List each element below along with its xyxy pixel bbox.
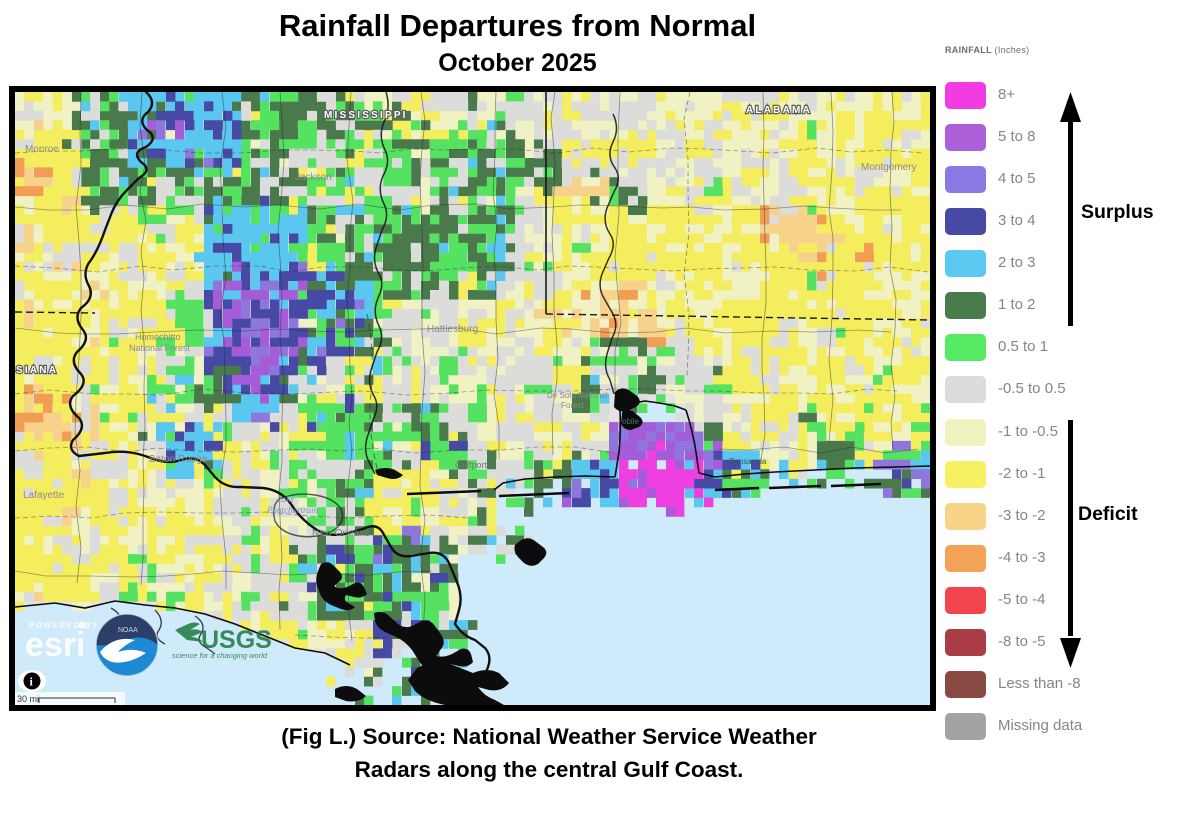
svg-text:NOAA: NOAA <box>118 627 138 634</box>
svg-text:Pontchartrain: Pontchartrain <box>266 505 318 515</box>
svg-text:Gulfport: Gulfport <box>455 460 488 470</box>
svg-text:MISSISSIPPI: MISSISSIPPI <box>324 110 408 121</box>
svg-text:Jackson: Jackson <box>295 172 332 183</box>
svg-text:Monroe: Monroe <box>25 144 59 155</box>
svg-text:ALABAMA: ALABAMA <box>746 105 812 116</box>
svg-text:POWERED BY: POWERED BY <box>29 621 99 630</box>
svg-text:USGS: USGS <box>201 626 272 654</box>
svg-text:science for a changing world: science for a changing world <box>172 651 268 660</box>
svg-text:De Soto National: De Soto National <box>547 391 608 400</box>
svg-text:30 mi: 30 mi <box>17 694 39 704</box>
svg-text:New Orleans: New Orleans <box>312 528 370 539</box>
svg-text:Forest: Forest <box>561 401 584 410</box>
svg-text:Montgomery: Montgomery <box>861 162 917 173</box>
svg-text:esri: esri <box>25 626 86 664</box>
svg-text:Pensacola: Pensacola <box>729 457 767 466</box>
svg-text:Lake: Lake <box>276 494 295 504</box>
svg-text:obile: obile <box>622 417 639 426</box>
svg-text:National Forest: National Forest <box>129 343 191 353</box>
svg-text:Hattiesburg: Hattiesburg <box>427 324 478 335</box>
svg-text:Homochitto: Homochitto <box>135 332 181 342</box>
svg-text:i: i <box>30 675 34 689</box>
svg-text:SIANA: SIANA <box>16 365 58 376</box>
svg-text:Baton Rouge: Baton Rouge <box>149 454 208 465</box>
svg-text:Lafayette: Lafayette <box>23 490 65 501</box>
